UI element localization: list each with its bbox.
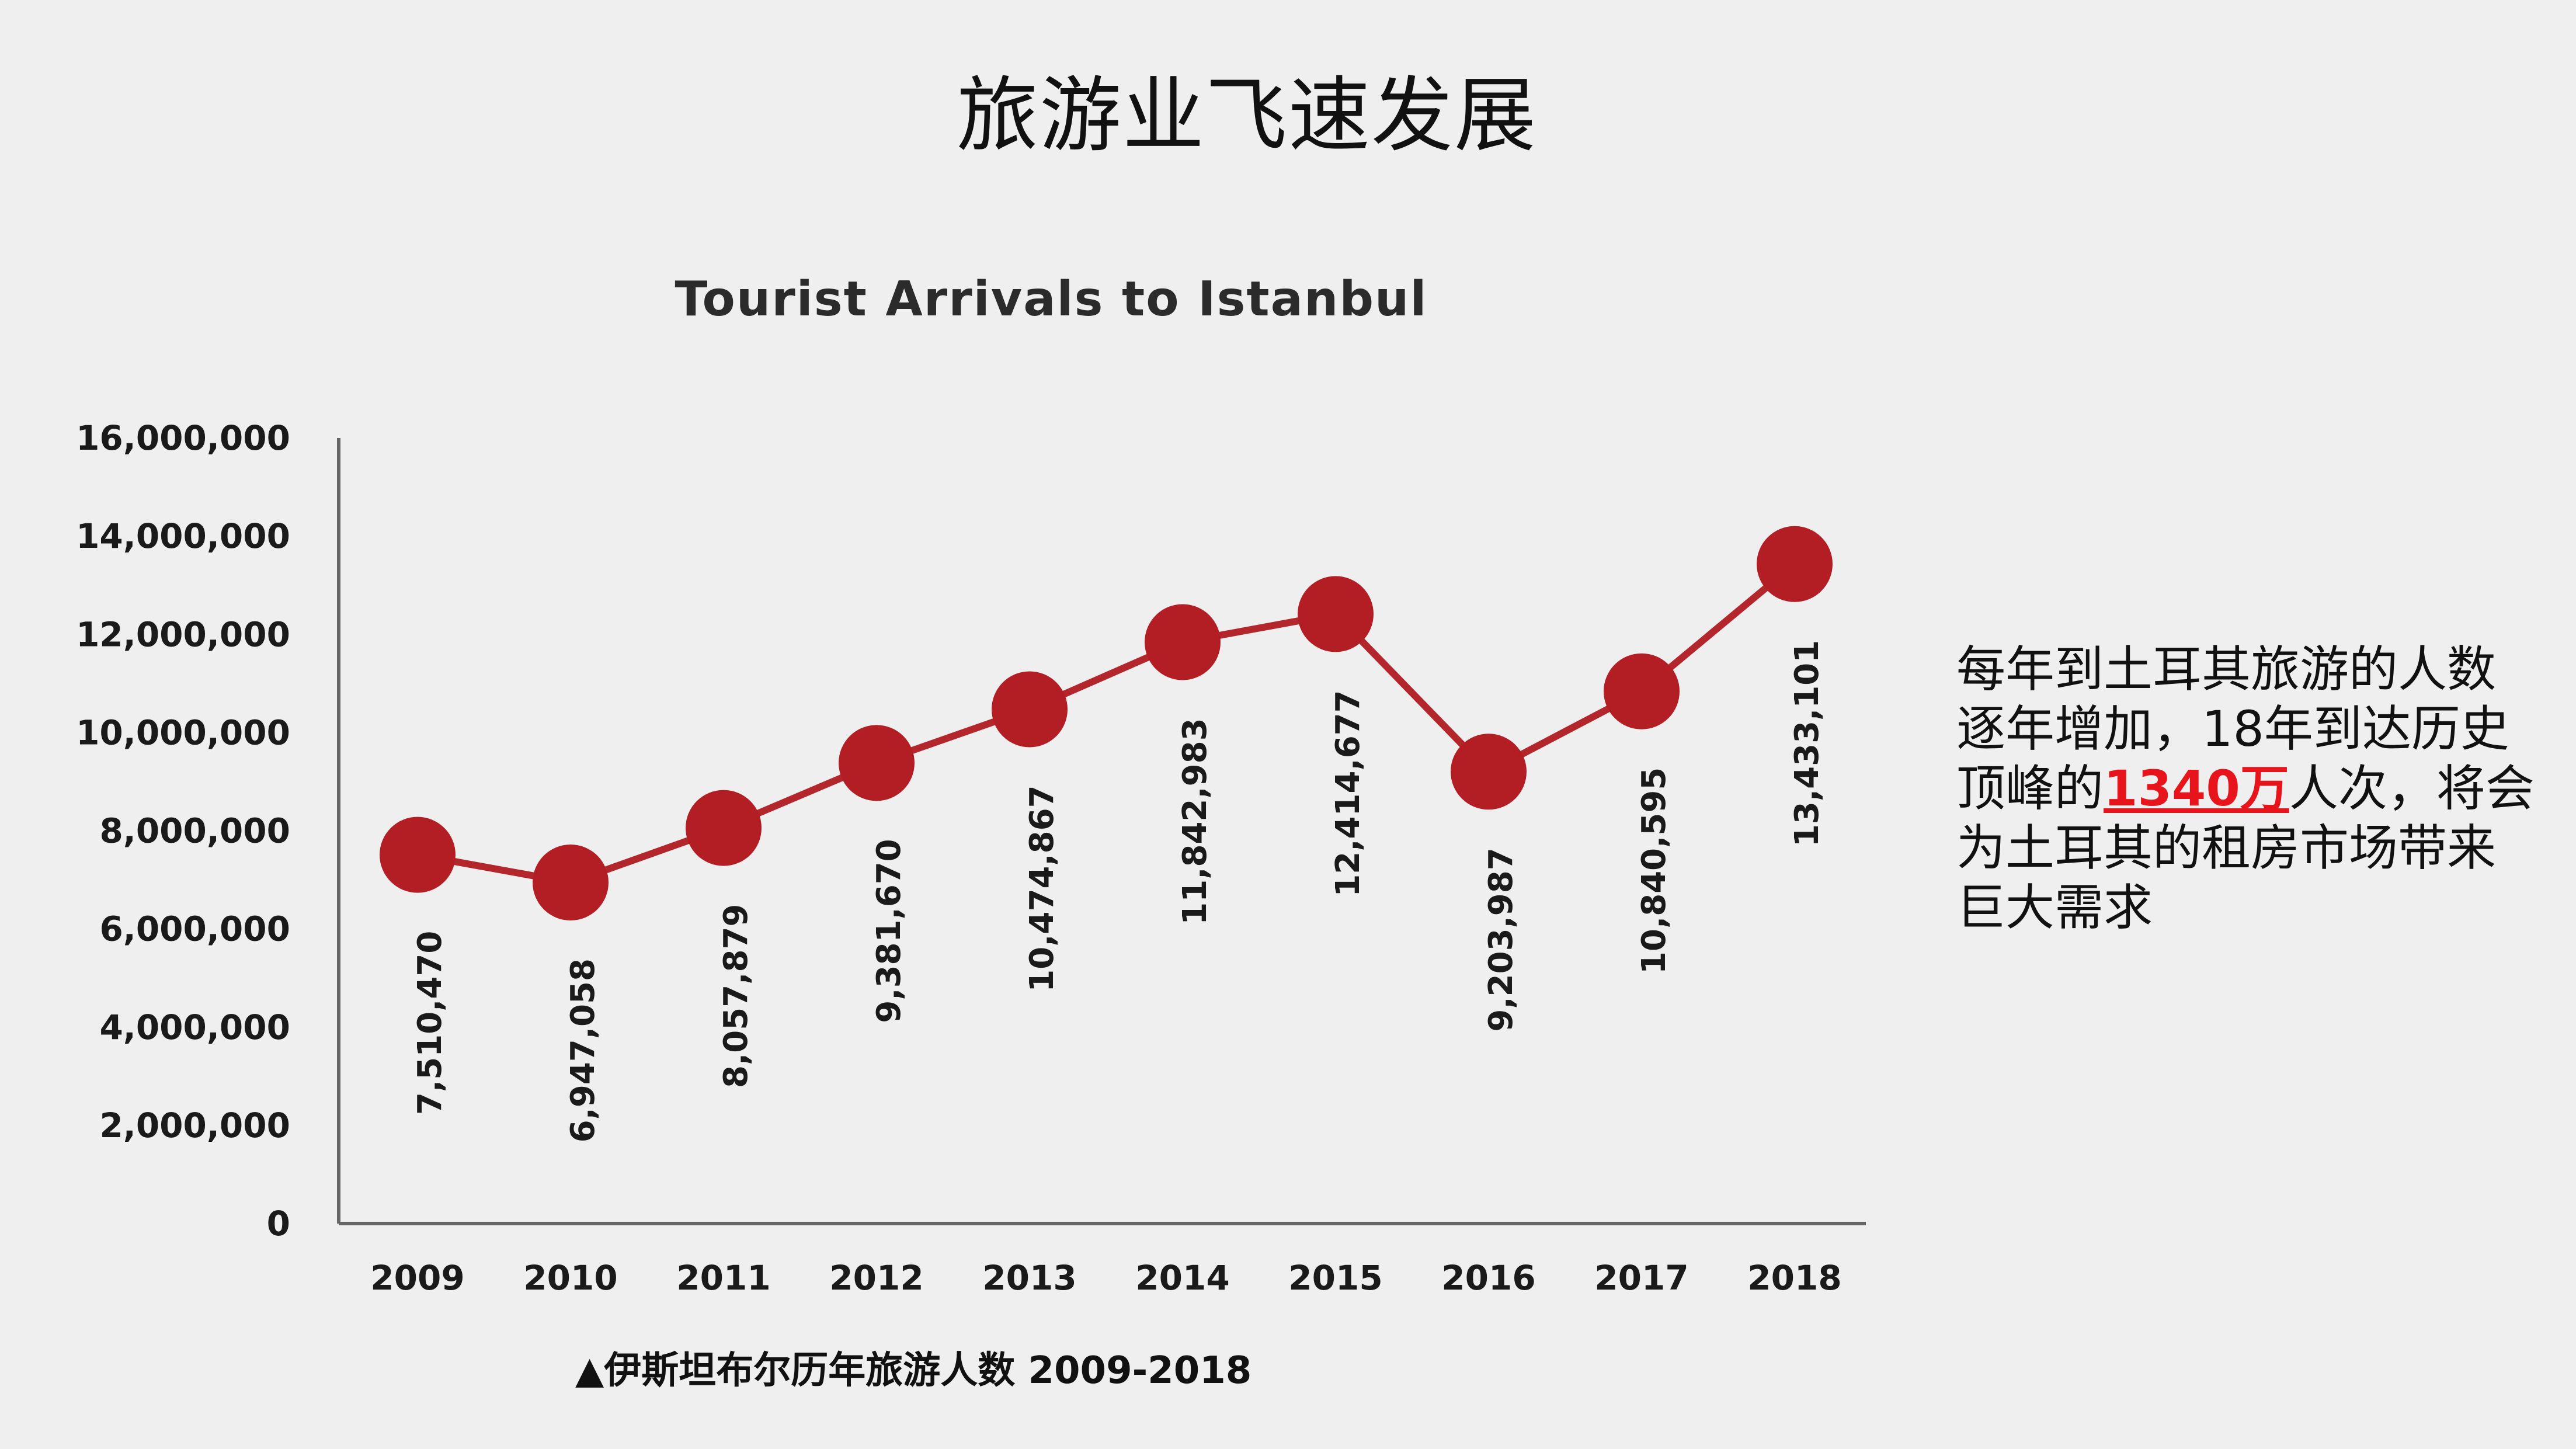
x-tick-label: 2009 — [370, 1258, 464, 1298]
data-label: 8,057,879 — [717, 904, 755, 1088]
x-tick-label: 2013 — [982, 1258, 1076, 1298]
side-note-text: 每年到土耳其旅游的人数逐年增加，18年到达历史顶峰的 — [1956, 641, 2509, 817]
data-label: 9,381,670 — [870, 839, 908, 1023]
side-note-text-end: 人次，将会为土耳其的租房市场带来巨大需求 — [1956, 760, 2535, 936]
series-line — [416, 561, 1797, 887]
data-point — [1145, 604, 1221, 680]
y-tick-label: 2,000,000 — [99, 1106, 290, 1145]
data-point — [992, 671, 1068, 748]
x-tick-label: 2015 — [1288, 1258, 1382, 1298]
data-label: 7,510,470 — [411, 931, 449, 1115]
data-label: 10,474,867 — [1023, 785, 1061, 992]
x-tick-label: 2017 — [1594, 1258, 1688, 1298]
page-title: 旅游业飞速发展 — [956, 68, 1537, 164]
data-point — [380, 816, 456, 893]
y-axis-ticks: 0 2,000,000 4,000,000 6,000,000 8,000,000 10,… — [76, 418, 290, 1243]
data-label: 9,203,987 — [1482, 847, 1520, 1031]
data-point — [533, 845, 609, 921]
x-axis-ticks: 2009 2010 2011 2012 2013 2014 2015 2016 2017 2018 — [370, 1258, 1841, 1298]
series-tourist-arrivals — [380, 526, 1833, 921]
data-point — [1451, 734, 1527, 810]
y-tick-label: 6,000,000 — [99, 909, 290, 949]
data-label: 6,947,058 — [564, 958, 602, 1142]
y-tick-label: 14,000,000 — [76, 516, 290, 556]
data-point — [686, 790, 762, 866]
data-label: 10,840,595 — [1635, 767, 1673, 974]
y-tick-label: 12,000,000 — [76, 614, 290, 654]
data-label: 12,414,677 — [1329, 690, 1367, 896]
data-labels: 7,510,470 6,947,058 8,057,879 9,381,670 10,4… — [411, 640, 1826, 1143]
data-label: 13,433,101 — [1788, 640, 1826, 847]
x-tick-label: 2016 — [1441, 1258, 1535, 1298]
y-tick-label: 8,000,000 — [99, 811, 290, 851]
x-tick-label: 2014 — [1135, 1258, 1229, 1298]
x-tick-label: 2018 — [1747, 1258, 1841, 1298]
data-point — [1604, 653, 1680, 729]
data-point — [839, 725, 915, 801]
data-point — [1298, 576, 1374, 652]
x-tick-label: 2011 — [676, 1258, 770, 1298]
y-tick-label: 16,000,000 — [76, 418, 290, 458]
chart-title: Tourist Arrivals to Istanbul — [675, 272, 1427, 327]
y-tick-label: 4,000,000 — [99, 1007, 290, 1047]
data-label: 11,842,983 — [1176, 718, 1214, 925]
side-note-highlight: 1340万 — [2104, 760, 2289, 817]
x-tick-label: 2010 — [523, 1258, 617, 1298]
x-tick-label: 2012 — [829, 1258, 923, 1298]
y-tick-label: 10,000,000 — [76, 713, 290, 752]
side-note: 每年到土耳其旅游的人数逐年增加，18年到达历史顶峰的1340万人次，将会为土耳其… — [1956, 640, 2540, 937]
chart-caption: ▲伊斯坦布尔历年旅游人数 2009-2018 — [575, 1349, 1252, 1392]
y-tick-label: 0 — [267, 1204, 290, 1243]
axes — [337, 438, 1866, 1225]
data-point — [1757, 526, 1833, 602]
